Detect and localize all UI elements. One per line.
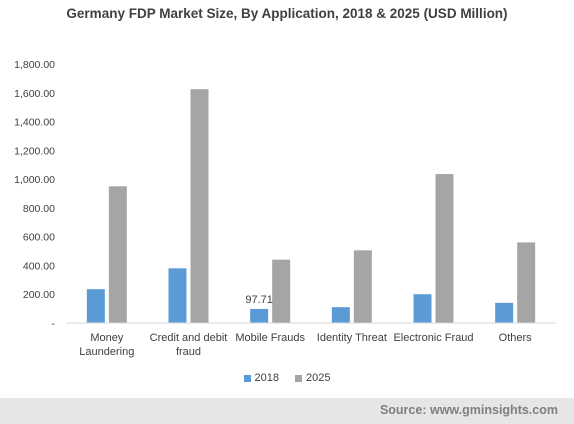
bar-2025: [353, 250, 372, 323]
y-tick-label: 400.00: [23, 260, 55, 272]
bars: [86, 89, 536, 323]
y-tick-label: 800.00: [23, 203, 55, 215]
legend-swatch-2025: [295, 374, 302, 382]
bar-2018: [413, 294, 432, 323]
data-label: 97.71: [245, 294, 273, 306]
y-axis: - 200.00 400.00 600.00 800.00 1,000.00 1,200.0…: [14, 59, 55, 330]
bar-2018: [86, 289, 105, 323]
y-tick-label: 1,200.00: [14, 145, 55, 157]
legend-item-2018: 2018: [243, 372, 279, 384]
bar-2025: [517, 242, 536, 323]
legend: 2018 2025: [0, 372, 574, 384]
y-tick-label: 1,400.00: [14, 117, 55, 129]
y-tick-label: 600.00: [23, 232, 55, 244]
x-tick-label: Mobile Frauds: [235, 332, 305, 344]
footer-bar: Source: www.gminsights.com: [0, 398, 574, 424]
x-tick-label: Credit and debit fraud: [150, 332, 228, 358]
bar-2025: [190, 89, 209, 323]
legend-item-2025: 2025: [295, 372, 330, 384]
y-tick-label: 1,800.00: [14, 59, 55, 71]
x-tick-label: Others: [499, 332, 533, 344]
y-tick-label: -: [52, 318, 56, 330]
bar-2018: [495, 302, 514, 323]
data-labels: 97.71: [245, 294, 273, 306]
bar-2018: [250, 308, 269, 323]
bar-2018: [168, 268, 187, 323]
y-tick-label: 1,600.00: [14, 88, 55, 100]
bar-2025: [108, 186, 127, 323]
source-text: Source: www.gminsights.com: [379, 403, 558, 417]
y-tick-label: 200.00: [23, 289, 55, 301]
bar-chart: - 200.00 400.00 600.00 800.00 1,000.00 1,200.0…: [14, 59, 556, 358]
x-tick-label: Money Laundering: [79, 332, 134, 358]
x-tick-label: Identity Threat: [317, 332, 387, 344]
chart-title: Germany FDP Market Size, By Application,…: [66, 6, 508, 21]
legend-swatch-2018: [243, 374, 251, 382]
bar-2018: [331, 307, 350, 323]
bar-2025: [272, 259, 291, 323]
legend-label-2018: 2018: [254, 372, 279, 384]
y-tick-label: 1,000.00: [14, 174, 55, 186]
bar-2025: [435, 174, 454, 323]
x-axis: Money Laundering Credit and debit fraud Mobi…: [66, 322, 556, 358]
legend-label-2025: 2025: [306, 372, 331, 384]
x-tick-label: Electronic Fraud: [393, 332, 473, 344]
